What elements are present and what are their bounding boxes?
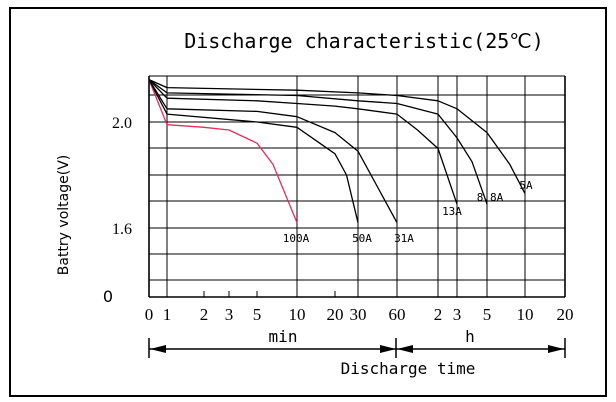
x-tick-label: 10 (517, 305, 534, 324)
x-tick-label: 5 (253, 305, 262, 324)
x-tick-label: 5 (483, 305, 492, 324)
x-unit-h: h (465, 327, 475, 346)
series-label: 31A (394, 232, 414, 245)
series-label: 50A (352, 232, 372, 245)
x-tick-label: 30 (350, 305, 367, 324)
y-tick-label: 0 (103, 287, 113, 306)
y-axis-label: Battry voltage(V) (56, 155, 72, 275)
h-range-arrow (395, 338, 566, 358)
x-tick-label: 1 (163, 305, 172, 324)
x-tick-label: 2 (200, 305, 209, 324)
x-tick-label: 0 (145, 305, 154, 324)
series-line-5A (148, 79, 526, 194)
x-tick-label: 20 (557, 305, 574, 324)
series-label: 5A (519, 179, 533, 192)
series-labels: 100A 50A 31A 13A 8.8A 5A (283, 179, 533, 245)
series-line-31A (148, 79, 398, 224)
min-range-arrow (148, 338, 396, 358)
chart-series (148, 79, 526, 224)
x-tick-label: 10 (289, 305, 306, 324)
x-unit-min: min (269, 327, 298, 346)
x-tick-label: 2 (434, 305, 443, 324)
series-label: 100A (283, 232, 310, 245)
x-tick-label: 3 (225, 305, 234, 324)
x-tick-label: 3 (453, 305, 462, 324)
x-axis-label: Discharge time (341, 359, 476, 378)
y-tick-label: 1.6 (112, 221, 132, 238)
series-line-100A (148, 79, 298, 223)
series-line-8-8A (148, 79, 488, 205)
x-tick-label: 60 (389, 305, 406, 324)
series-line-50A (148, 79, 359, 223)
chart-frame (9, 7, 607, 397)
series-label: 13A (442, 205, 462, 218)
chart-title: Discharge characteristic(25℃) (184, 29, 544, 53)
x-tick-label: 20 (327, 305, 344, 324)
series-label: 8.8A (477, 191, 504, 204)
x-tick-labels: 0 1 2 3 5 10 20 30 60 2 3 5 10 20 (145, 305, 574, 324)
y-tick-label: 2.0 (112, 115, 132, 132)
series-line-13A (148, 79, 458, 205)
